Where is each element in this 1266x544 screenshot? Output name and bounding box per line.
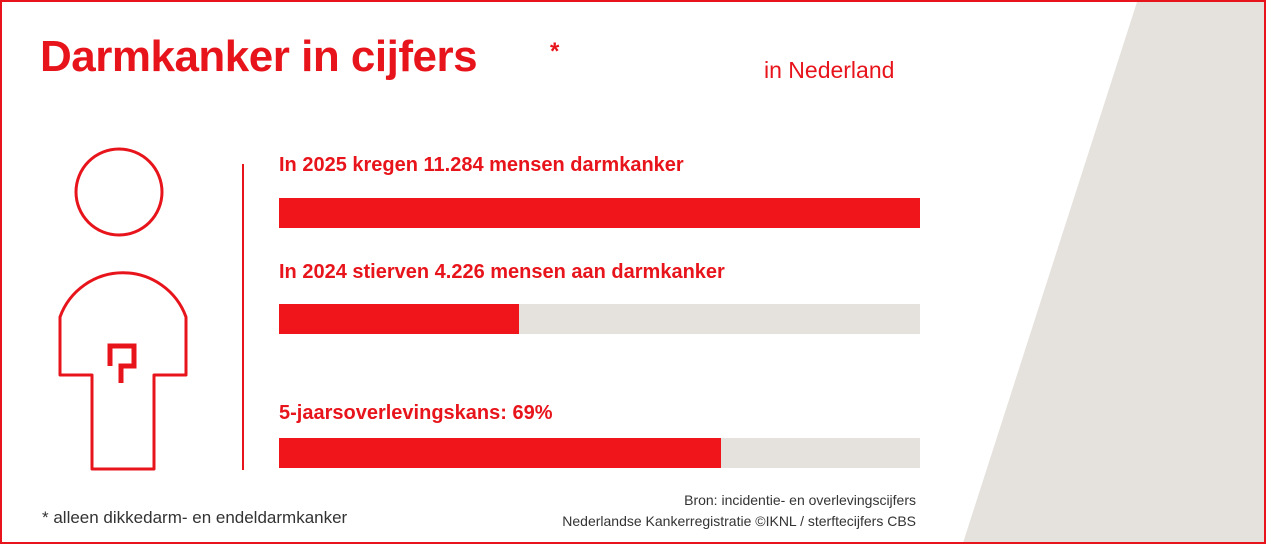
intestine-icon [107, 343, 137, 383]
footnote: * alleen dikkedarm- en endeldarmkanker [42, 508, 348, 527]
region-label: in Nederland [764, 57, 895, 83]
page-title: Darmkanker in cijfers [40, 32, 478, 81]
bar-track-survival [279, 438, 920, 468]
bar-track-mortality [279, 304, 920, 334]
divider-line [242, 164, 244, 470]
stat-label-mortality: In 2024 stierven 4.226 mensen aan darmka… [279, 261, 725, 283]
stat-label-survival: 5-jaarsoverlevingskans: 69% [279, 402, 553, 424]
stat-label-incidence: In 2025 kregen 11.284 mensen darmkanker [279, 154, 684, 176]
source-line-2: Nederlandse Kankerregistratie ©IKNL / st… [562, 513, 916, 529]
source-line-1: Bron: incidentie- en overlevingscijfers [684, 492, 916, 508]
bar-incidence [279, 198, 920, 228]
bar-mortality [279, 304, 520, 334]
title-asterisk: * [550, 38, 560, 65]
bar-track-incidence [279, 198, 920, 228]
person-outline-icon [58, 147, 188, 471]
bar-survival [279, 438, 722, 468]
